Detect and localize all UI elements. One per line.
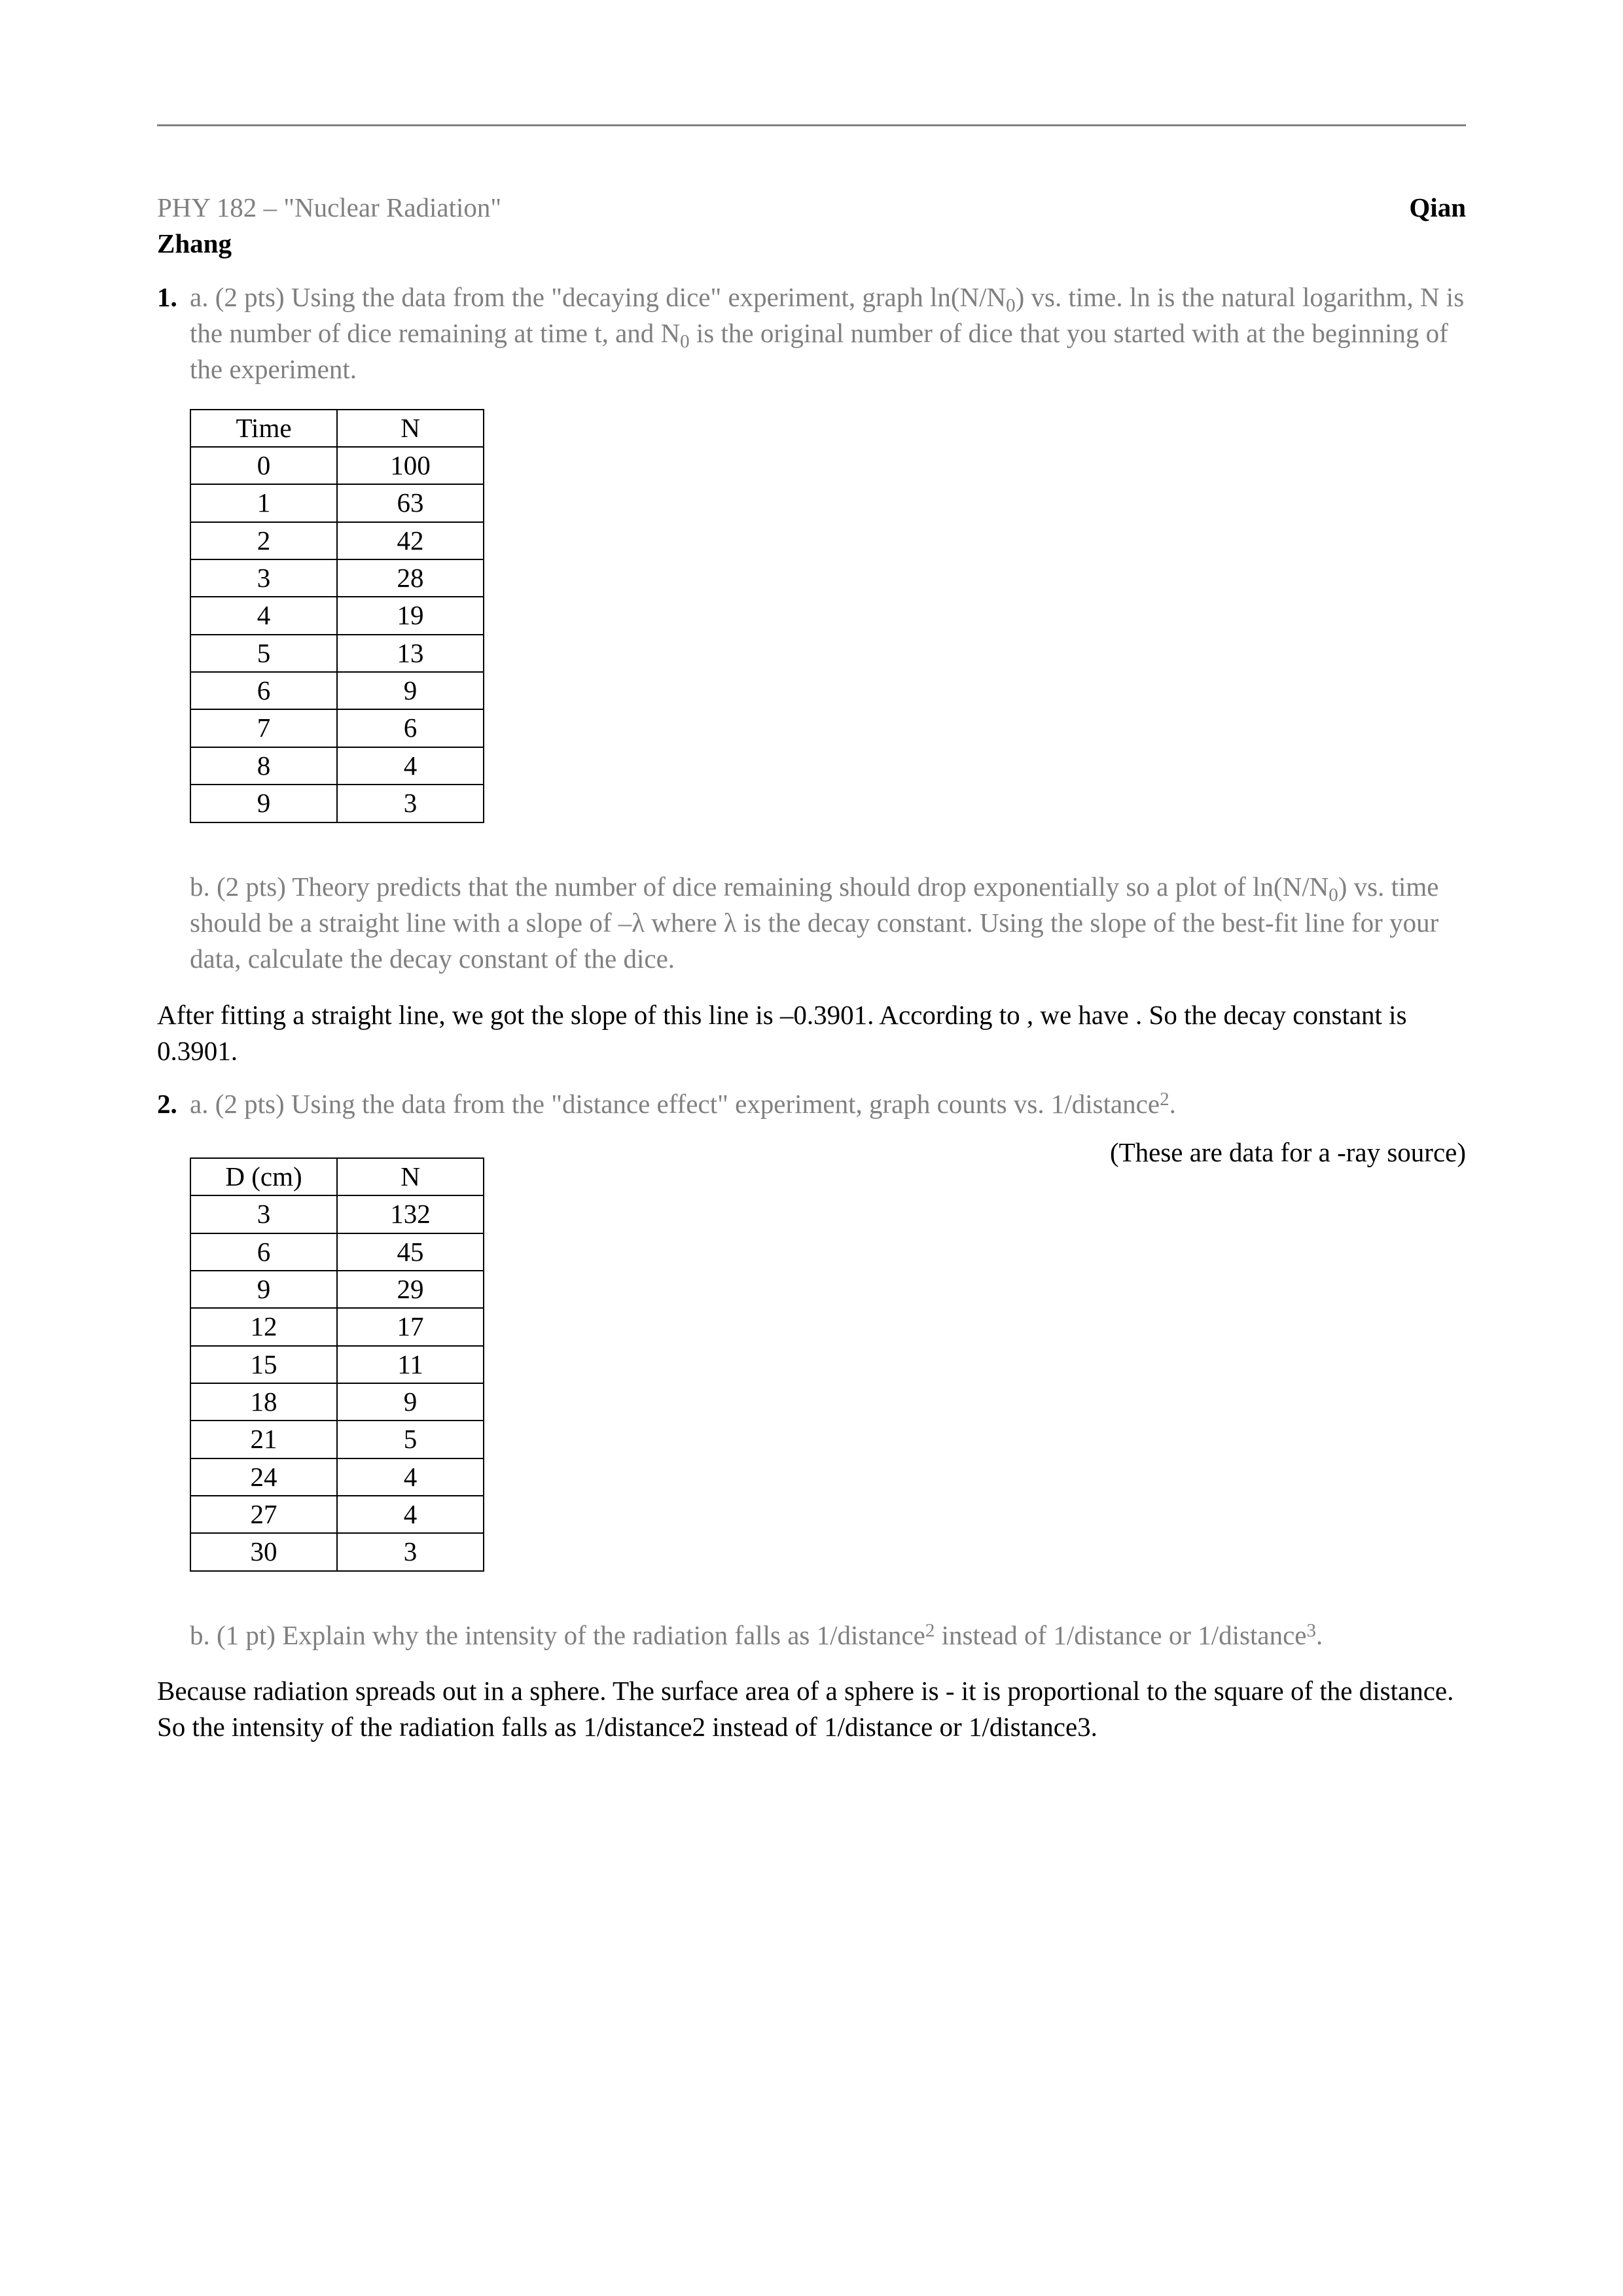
- table-row: 274: [190, 1496, 484, 1533]
- subscript-zero: 0: [1006, 293, 1016, 319]
- table-row: 76: [190, 709, 484, 747]
- cell: 9: [190, 1271, 337, 1308]
- course-title: PHY 182 – "Nuclear Radiation": [157, 190, 501, 226]
- cell: 27: [190, 1496, 337, 1533]
- header-rule: [157, 124, 1466, 126]
- cell: 28: [337, 559, 484, 597]
- question-2: 2. a. (2 pts) Using the data from the "d…: [157, 1086, 1466, 1122]
- col-header-time: Time: [190, 410, 337, 447]
- cell: 3: [337, 785, 484, 822]
- cell: 18: [190, 1383, 337, 1421]
- cell: 11: [337, 1346, 484, 1383]
- table-row: 929: [190, 1271, 484, 1308]
- student-name-right: Qian: [1409, 190, 1466, 226]
- col-header-n: N: [337, 410, 484, 447]
- table-row: 1217: [190, 1308, 484, 1345]
- page: PHY 182 – "Nuclear Radiation" Qian Zhang…: [0, 0, 1623, 2296]
- cell: 2: [190, 522, 337, 559]
- question-1a-body: a. (2 pts) Using the data from the "deca…: [190, 279, 1466, 388]
- q1-data-table: Time N 0100 163 242 328 419 513 69 76 84…: [190, 409, 484, 823]
- cell: 29: [337, 1271, 484, 1308]
- superscript-two: 2: [1160, 1087, 1169, 1112]
- table-row: 328: [190, 559, 484, 597]
- cell: 4: [190, 597, 337, 634]
- table-header-row: Time N: [190, 410, 484, 447]
- cell: 30: [190, 1533, 337, 1570]
- q2b-text-1: b. (1 pt) Explain why the intensity of t…: [190, 1620, 925, 1650]
- question-1b-body: b. (2 pts) Theory predicts that the numb…: [190, 869, 1466, 978]
- header-line: PHY 182 – "Nuclear Radiation" Qian: [157, 190, 1466, 226]
- cell: 100: [337, 447, 484, 484]
- cell: 45: [337, 1233, 484, 1271]
- cell: 7: [190, 709, 337, 747]
- table-row: 419: [190, 597, 484, 634]
- question-number: 2.: [157, 1086, 190, 1122]
- superscript-three: 3: [1306, 1618, 1316, 1644]
- cell: 12: [190, 1308, 337, 1345]
- subscript-zero: 0: [680, 329, 690, 355]
- cell: 5: [337, 1421, 484, 1458]
- cell: 13: [337, 635, 484, 672]
- table-row: 189: [190, 1383, 484, 1421]
- q1a-text-1: a. (2 pts) Using the data from the "deca…: [190, 282, 1006, 312]
- question-2b-answer: Because radiation spreads out in a spher…: [157, 1673, 1466, 1746]
- table-row: 303: [190, 1533, 484, 1570]
- cell: 19: [337, 597, 484, 634]
- question-2a-body: a. (2 pts) Using the data from the "dist…: [190, 1086, 1466, 1122]
- cell: 5: [190, 635, 337, 672]
- table-row: 163: [190, 484, 484, 521]
- q2-data-table: D (cm) N 3132 645 929 1217 1511 189 215 …: [190, 1157, 484, 1572]
- cell: 4: [337, 1458, 484, 1496]
- q2b-text-3: .: [1316, 1620, 1323, 1650]
- cell: 6: [190, 1233, 337, 1271]
- cell: 9: [190, 785, 337, 822]
- cell: 42: [337, 522, 484, 559]
- q1b-text-1: b. (2 pts) Theory predicts that the numb…: [190, 872, 1329, 902]
- cell: 0: [190, 447, 337, 484]
- cell: 24: [190, 1458, 337, 1496]
- table-row: 215: [190, 1421, 484, 1458]
- question-1b-answer: After fitting a straight line, we got th…: [157, 997, 1466, 1070]
- cell: 1: [190, 484, 337, 521]
- question-number: 1.: [157, 279, 190, 388]
- table-row: 93: [190, 785, 484, 822]
- table-row: 513: [190, 635, 484, 672]
- table-row: 242: [190, 522, 484, 559]
- table-row: 0100: [190, 447, 484, 484]
- cell: 6: [337, 709, 484, 747]
- table-row: 244: [190, 1458, 484, 1496]
- cell: 21: [190, 1421, 337, 1458]
- cell: 3: [190, 1195, 337, 1233]
- q2a-text-2: .: [1169, 1089, 1176, 1119]
- cell: 15: [190, 1346, 337, 1383]
- col-header-n: N: [337, 1158, 484, 1195]
- cell: 3: [337, 1533, 484, 1570]
- table-row: 3132: [190, 1195, 484, 1233]
- q2b-text-2: instead of 1/distance or 1/distance: [935, 1620, 1306, 1650]
- cell: 4: [337, 1496, 484, 1533]
- table-row: 1511: [190, 1346, 484, 1383]
- cell: 3: [190, 559, 337, 597]
- table-header-row: D (cm) N: [190, 1158, 484, 1195]
- q2a-text-1: a. (2 pts) Using the data from the "dist…: [190, 1089, 1160, 1119]
- cell: 9: [337, 672, 484, 709]
- table-row: 645: [190, 1233, 484, 1271]
- question-2b-body: b. (1 pt) Explain why the intensity of t…: [190, 1617, 1466, 1653]
- col-header-d: D (cm): [190, 1158, 337, 1195]
- cell: 17: [337, 1308, 484, 1345]
- cell: 8: [190, 747, 337, 785]
- subscript-zero: 0: [1329, 883, 1338, 908]
- cell: 9: [337, 1383, 484, 1421]
- cell: 132: [337, 1195, 484, 1233]
- question-1: 1. a. (2 pts) Using the data from the "d…: [157, 279, 1466, 388]
- cell: 63: [337, 484, 484, 521]
- table-row: 84: [190, 747, 484, 785]
- superscript-two: 2: [925, 1618, 935, 1644]
- cell: 4: [337, 747, 484, 785]
- student-name-line2: Zhang: [157, 226, 1466, 262]
- table-row: 69: [190, 672, 484, 709]
- cell: 6: [190, 672, 337, 709]
